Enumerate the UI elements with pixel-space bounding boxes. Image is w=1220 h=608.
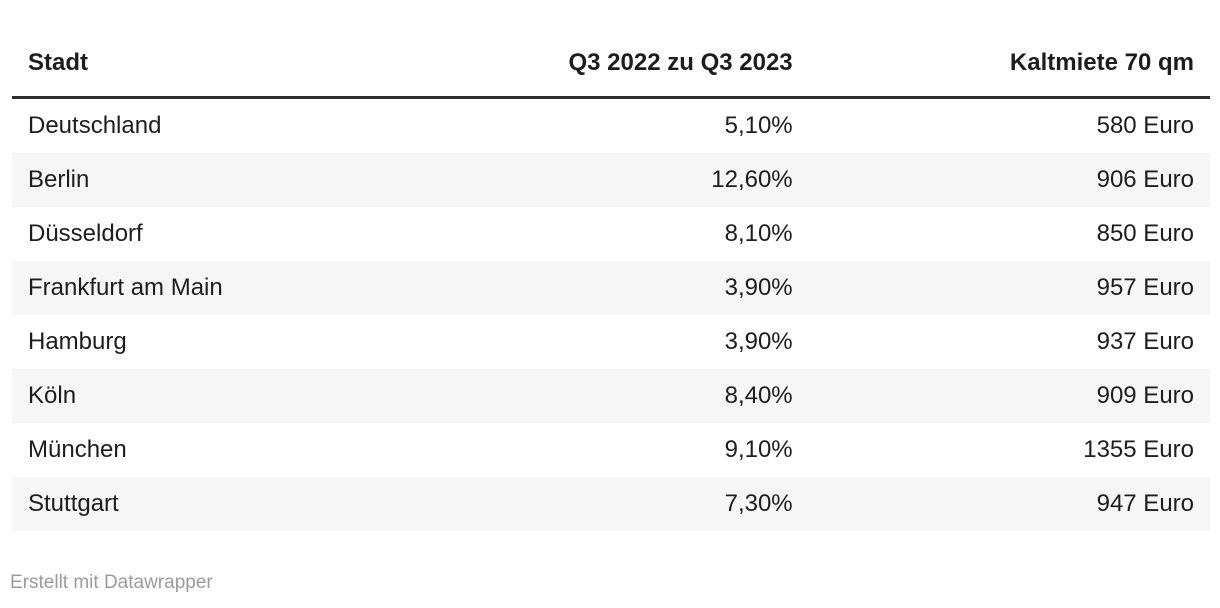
data-table: Stadt Q3 2022 zu Q3 2023 Kaltmiete 70 qm… bbox=[12, 30, 1210, 531]
cell-kaltmiete: 580 Euro bbox=[1096, 112, 1194, 139]
header-row: Stadt Q3 2022 zu Q3 2023 Kaltmiete 70 qm bbox=[12, 30, 1210, 99]
cell-q3-change: 9,10% bbox=[724, 436, 793, 463]
column-header-kaltmiete: Kaltmiete 70 qm bbox=[808, 30, 1210, 99]
table-row: Berlin 12,60% 906 Euro bbox=[12, 153, 1210, 207]
cell-stadt: Düsseldorf bbox=[28, 220, 143, 247]
table-row: München 9,10% 1355 Euro bbox=[12, 423, 1210, 477]
column-header-stadt: Stadt bbox=[12, 30, 432, 99]
table-row: Stuttgart 7,30% 947 Euro bbox=[12, 477, 1210, 531]
attribution-text: Erstellt mit Datawrapper bbox=[10, 572, 213, 593]
cell-q3-change: 3,90% bbox=[724, 328, 793, 355]
table-body: Deutschland 5,10% 580 Euro Berlin 12,60% 906 … bbox=[12, 98, 1210, 531]
table-row: Düsseldorf 8,10% 850 Euro bbox=[12, 207, 1210, 261]
cell-stadt: Deutschland bbox=[28, 112, 162, 139]
table-row: Hamburg 3,90% 937 Euro bbox=[12, 315, 1210, 369]
cell-kaltmiete: 1355 Euro bbox=[1083, 436, 1194, 463]
cell-stadt: Köln bbox=[28, 382, 77, 409]
cell-q3-change: 8,40% bbox=[724, 382, 793, 409]
cell-kaltmiete: 906 Euro bbox=[1096, 166, 1194, 193]
cell-kaltmiete: 909 Euro bbox=[1096, 382, 1194, 409]
cell-kaltmiete: 947 Euro bbox=[1096, 490, 1194, 517]
column-header-q3-change: Q3 2022 zu Q3 2023 bbox=[431, 30, 809, 99]
cell-q3-change: 3,90% bbox=[724, 274, 793, 301]
table-row: Frankfurt am Main 3,90% 957 Euro bbox=[12, 261, 1210, 315]
table-row: Köln 8,40% 909 Euro bbox=[12, 369, 1210, 423]
cell-q3-change: 5,10% bbox=[724, 112, 793, 139]
cell-kaltmiete: 957 Euro bbox=[1096, 274, 1194, 301]
cell-stadt: Hamburg bbox=[28, 328, 127, 355]
cell-stadt: Berlin bbox=[28, 166, 90, 193]
datawrapper-table-page: Stadt Q3 2022 zu Q3 2023 Kaltmiete 70 qm… bbox=[0, 30, 1220, 608]
cell-kaltmiete: 937 Euro bbox=[1096, 328, 1194, 355]
cell-q3-change: 7,30% bbox=[724, 490, 793, 517]
cell-stadt: München bbox=[28, 436, 127, 463]
cell-q3-change: 8,10% bbox=[724, 220, 793, 247]
cell-stadt: Stuttgart bbox=[28, 490, 119, 517]
cell-stadt: Frankfurt am Main bbox=[28, 274, 223, 301]
cell-q3-change: 12,60% bbox=[711, 166, 793, 193]
table-row: Deutschland 5,10% 580 Euro bbox=[12, 98, 1210, 154]
cell-kaltmiete: 850 Euro bbox=[1096, 220, 1194, 247]
